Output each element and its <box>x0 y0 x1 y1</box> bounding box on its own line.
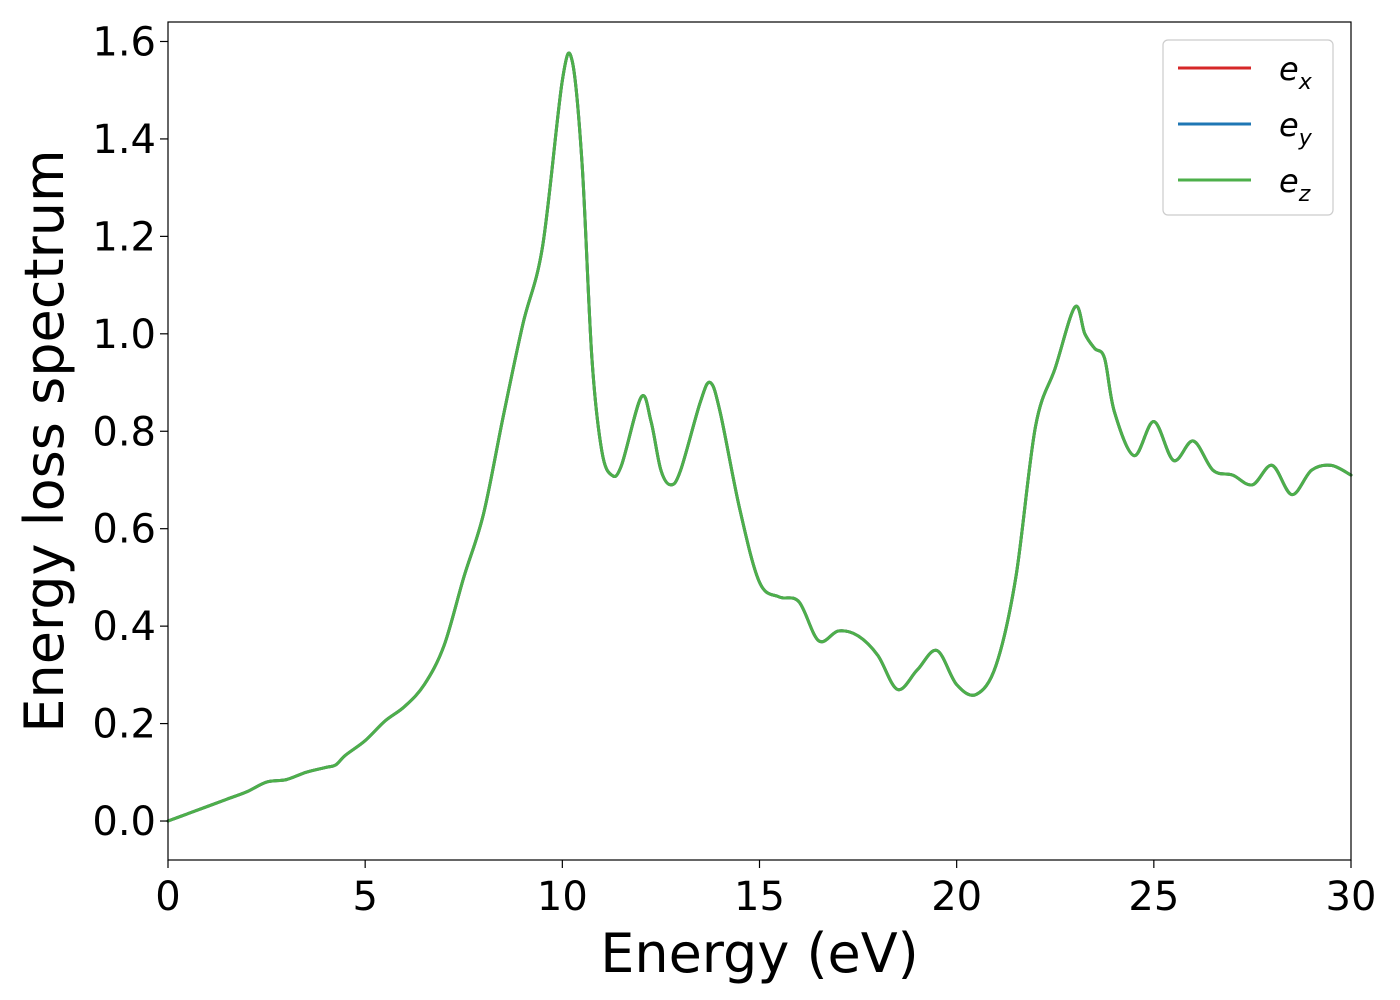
y-axis: 0.0 0.2 0.4 0.6 0.8 1.0 1.2 1.4 1.6 <box>92 19 168 845</box>
legend: ex ey ez <box>1162 39 1334 216</box>
y-tick-label: 1.0 <box>92 312 156 358</box>
y-tick-label: 1.4 <box>92 117 156 163</box>
legend-label-z: ez <box>1279 162 1311 207</box>
y-tick-label: 1.2 <box>92 214 156 260</box>
y-tick-label: 0.4 <box>92 604 156 650</box>
y-tick-label: 0.8 <box>92 409 156 455</box>
series-line-z <box>166 51 1353 823</box>
x-tick-label: 0 <box>155 874 180 920</box>
x-tick-label: 10 <box>537 874 588 920</box>
series-layer <box>166 51 1353 823</box>
x-tick-label: 30 <box>1326 874 1377 920</box>
x-axis-title: Energy (eV) <box>600 922 919 985</box>
y-tick-label: 0.2 <box>92 702 156 748</box>
x-tick-label: 20 <box>931 874 982 920</box>
y-tick-label: 0.6 <box>92 507 156 553</box>
y-tick-label: 0.0 <box>92 799 156 845</box>
legend-label-y: ey <box>1279 106 1313 151</box>
x-tick-label: 25 <box>1128 874 1179 920</box>
legend-box <box>1162 39 1334 216</box>
y-axis-title: Energy loss spectrum <box>13 149 76 732</box>
x-tick-label: 15 <box>734 874 785 920</box>
x-tick-label: 5 <box>352 874 377 920</box>
x-axis: 0 5 10 15 20 25 30 <box>155 860 1376 920</box>
legend-label-x: ex <box>1279 50 1313 95</box>
y-tick-label: 1.6 <box>92 19 156 65</box>
